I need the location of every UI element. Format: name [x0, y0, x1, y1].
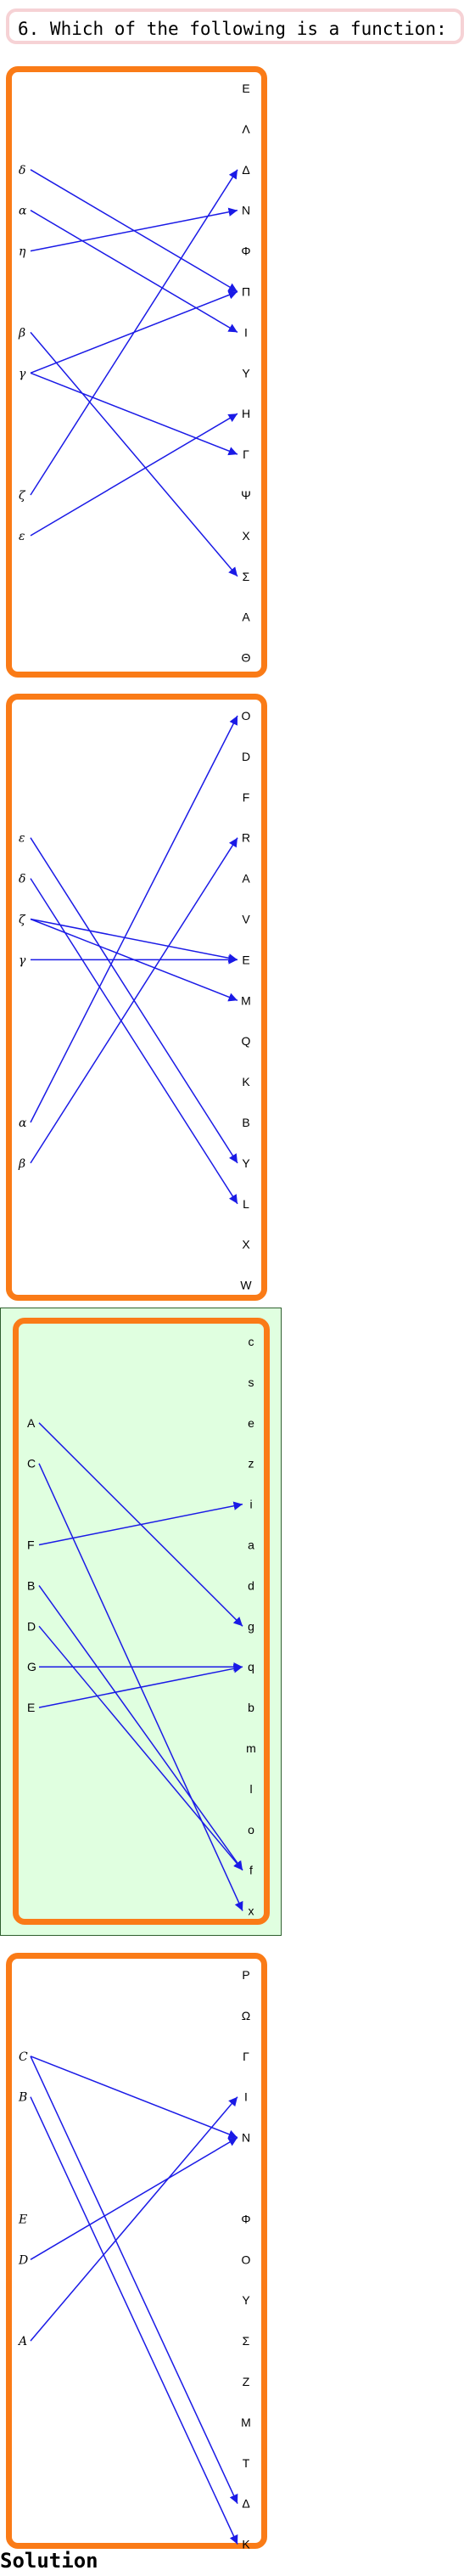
mapping-diagram-3[interactable] [13, 1318, 270, 1925]
solution-heading: Solution [0, 2549, 98, 2573]
question-text: 6. Which of the following is a function: [6, 8, 464, 44]
mapping-diagram-4[interactable] [6, 1953, 267, 2549]
mapping-diagram-1[interactable] [6, 66, 267, 678]
mapping-diagram-2[interactable] [6, 694, 267, 1301]
